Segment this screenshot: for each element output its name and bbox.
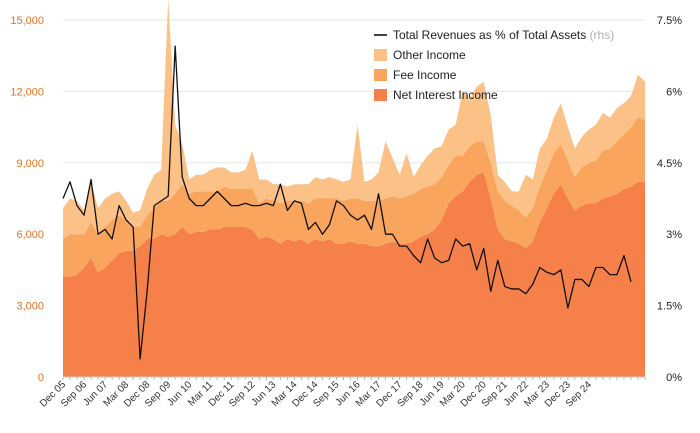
legend-label-net-interest-income: Net Interest Income xyxy=(393,88,498,102)
line-total-revenues-pct-assets xyxy=(62,45,632,360)
legend-item-net-interest-income: Net Interest Income xyxy=(374,88,498,102)
y-tick-left: 15,000 xyxy=(10,15,44,27)
y-tick-left: 6,000 xyxy=(16,229,44,241)
y-tick-right: 7.5% xyxy=(657,15,682,27)
y-tick-left: 9,000 xyxy=(16,158,44,170)
y-tick-right: 1.5% xyxy=(657,301,682,313)
y-tick-left: 12,000 xyxy=(10,86,44,98)
legend-swatch-net-interest-income xyxy=(374,89,387,101)
legend-swatch-fee-income xyxy=(374,69,387,81)
legend-item-line: Total Revenues as % of Total Assets (rhs… xyxy=(374,28,614,42)
y-tick-right: 3% xyxy=(666,229,682,241)
y-tick-left: 0 xyxy=(38,372,44,384)
area-net-interest-income xyxy=(63,172,645,377)
rhs-line-series xyxy=(62,45,632,360)
area-other-income xyxy=(63,0,645,239)
legend-item-fee-income: Fee Income xyxy=(374,68,457,82)
stacked-areas xyxy=(63,0,645,377)
y-tick-left: 3,000 xyxy=(16,301,44,313)
legend: Total Revenues as % of Total Assets (rhs… xyxy=(374,28,614,102)
y-tick-right: 4.5% xyxy=(657,158,682,170)
y-tick-right: 6% xyxy=(666,86,682,98)
y-tick-right: 0% xyxy=(666,372,682,384)
legend-label-other-income: Other Income xyxy=(393,48,466,62)
legend-item-other-income: Other Income xyxy=(374,48,466,62)
legend-label-fee-income: Fee Income xyxy=(393,68,457,82)
area-fee-income xyxy=(63,117,645,278)
legend-swatch-other-income xyxy=(374,49,387,61)
legend-label-line: Total Revenues as % of Total Assets (rhs… xyxy=(393,28,614,42)
